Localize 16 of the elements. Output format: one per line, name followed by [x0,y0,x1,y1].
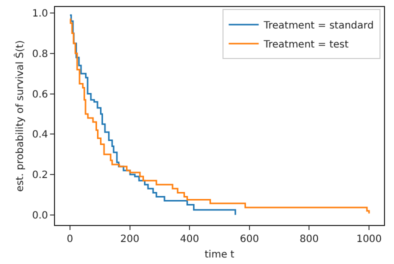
x-tick-label: 1000 [356,234,382,245]
y-tick-label: 0.8 [32,48,48,60]
y-tick-label: 0.2 [32,170,48,182]
x-tick-label: 0 [66,234,74,245]
y-tick-label: 0.0 [32,210,48,222]
y-axis-title: est. probability of survival Ŝ(t) [13,40,26,192]
x-tick-label: 400 [180,234,200,245]
x-tick-label: 600 [240,234,259,245]
legend-label: Treatment = standard [262,20,374,32]
x-axis-title: time t [204,250,234,260]
x-tick-label: 800 [300,234,319,245]
x-tick-label: 200 [120,234,140,245]
legend-label: Treatment = test [262,40,349,51]
y-tick-label: 0.6 [32,89,48,100]
y-tick-label: 1.0 [32,8,48,20]
y-tick-label: 0.4 [32,130,48,141]
